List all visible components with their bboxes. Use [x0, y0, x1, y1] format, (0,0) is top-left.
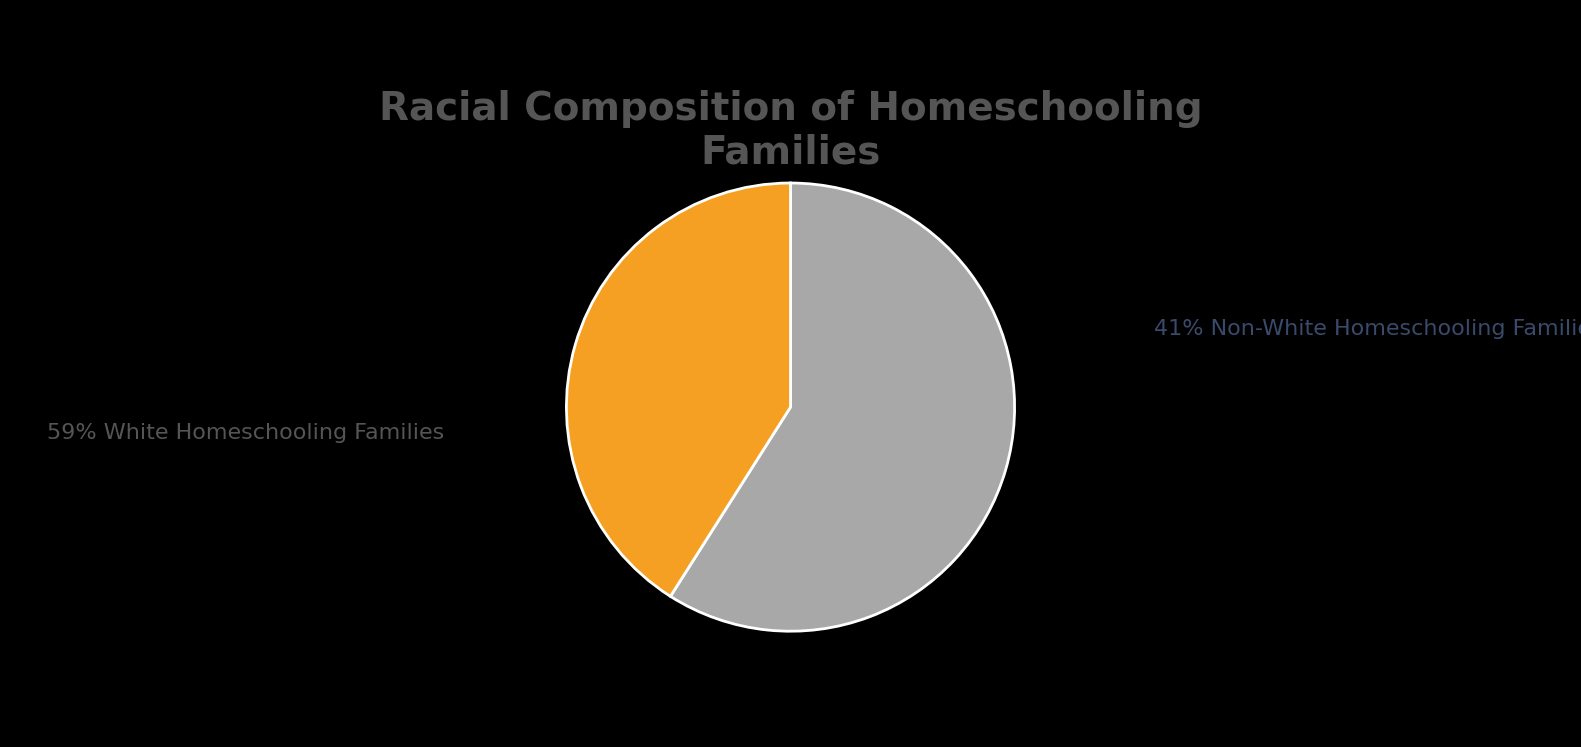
Text: Racial Composition of Homeschooling
Families: Racial Composition of Homeschooling Fami… — [379, 90, 1202, 172]
Text: 41% Non-White Homeschooling Families: 41% Non-White Homeschooling Families — [1154, 319, 1581, 338]
Wedge shape — [670, 183, 1015, 631]
Wedge shape — [566, 183, 790, 596]
Text: 59% White Homeschooling Families: 59% White Homeschooling Families — [47, 424, 444, 443]
